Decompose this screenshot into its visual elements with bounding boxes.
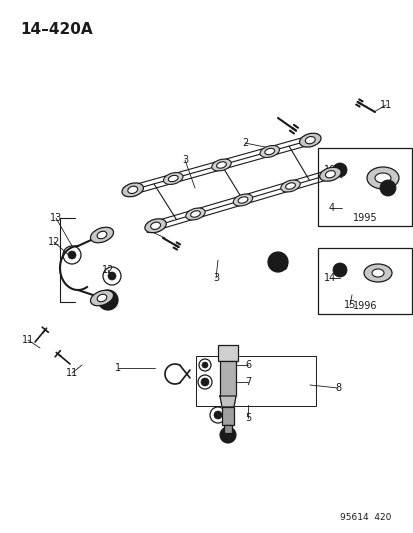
Ellipse shape: [145, 219, 166, 233]
Ellipse shape: [371, 269, 383, 277]
Ellipse shape: [305, 136, 314, 144]
Bar: [317, 148, 411, 226]
Text: 1996: 1996: [352, 301, 376, 311]
Text: 2: 2: [145, 225, 151, 235]
Circle shape: [108, 272, 116, 280]
Ellipse shape: [128, 186, 137, 193]
Text: 14: 14: [323, 273, 335, 283]
Text: 13: 13: [50, 213, 62, 223]
Text: 3: 3: [212, 273, 218, 283]
Ellipse shape: [299, 133, 320, 147]
Ellipse shape: [190, 211, 200, 217]
Bar: [317, 248, 411, 314]
Bar: [223, 425, 231, 433]
Text: 8: 8: [334, 383, 340, 393]
Circle shape: [214, 411, 221, 419]
Polygon shape: [219, 396, 235, 407]
Ellipse shape: [90, 227, 113, 243]
Ellipse shape: [363, 264, 391, 282]
Ellipse shape: [264, 148, 274, 155]
Circle shape: [267, 252, 287, 272]
Ellipse shape: [97, 294, 107, 302]
Ellipse shape: [163, 173, 183, 184]
Circle shape: [219, 427, 235, 443]
Bar: [218, 345, 237, 361]
Text: 11: 11: [22, 335, 34, 345]
Text: 3: 3: [181, 155, 188, 165]
Ellipse shape: [280, 180, 299, 192]
Ellipse shape: [285, 183, 294, 189]
Circle shape: [202, 362, 207, 368]
Text: 1995: 1995: [352, 213, 376, 223]
Text: 15: 15: [343, 300, 355, 310]
Circle shape: [332, 163, 346, 177]
Text: 14–420A: 14–420A: [20, 22, 93, 37]
Ellipse shape: [168, 175, 178, 182]
Ellipse shape: [90, 290, 113, 306]
Text: 7: 7: [244, 377, 251, 387]
Text: 12: 12: [47, 237, 60, 247]
Bar: [219, 361, 235, 396]
Ellipse shape: [259, 146, 279, 157]
Ellipse shape: [122, 183, 143, 197]
Ellipse shape: [319, 167, 340, 181]
Ellipse shape: [185, 208, 205, 220]
Text: 1: 1: [115, 363, 121, 373]
Text: 9: 9: [103, 293, 109, 303]
Text: 12: 12: [102, 265, 114, 275]
Ellipse shape: [150, 222, 160, 229]
Text: 11: 11: [66, 368, 78, 378]
Bar: [195, 356, 315, 406]
Text: 95614  420: 95614 420: [339, 513, 390, 522]
Text: 10: 10: [323, 165, 335, 175]
Circle shape: [201, 378, 209, 386]
Text: 11: 11: [379, 100, 391, 110]
Ellipse shape: [325, 171, 335, 178]
Ellipse shape: [237, 197, 247, 203]
Bar: [221, 407, 233, 425]
Ellipse shape: [233, 194, 252, 206]
Circle shape: [98, 290, 118, 310]
Text: 9: 9: [280, 262, 286, 272]
Text: 6: 6: [244, 360, 250, 370]
Ellipse shape: [374, 173, 390, 183]
Circle shape: [68, 251, 76, 259]
Ellipse shape: [211, 159, 231, 171]
Ellipse shape: [97, 231, 107, 239]
Ellipse shape: [366, 167, 398, 189]
Text: 4: 4: [328, 203, 334, 213]
Text: 2: 2: [241, 138, 247, 148]
Circle shape: [332, 263, 346, 277]
Ellipse shape: [216, 162, 226, 168]
Text: 5: 5: [244, 413, 251, 423]
Circle shape: [379, 180, 395, 196]
